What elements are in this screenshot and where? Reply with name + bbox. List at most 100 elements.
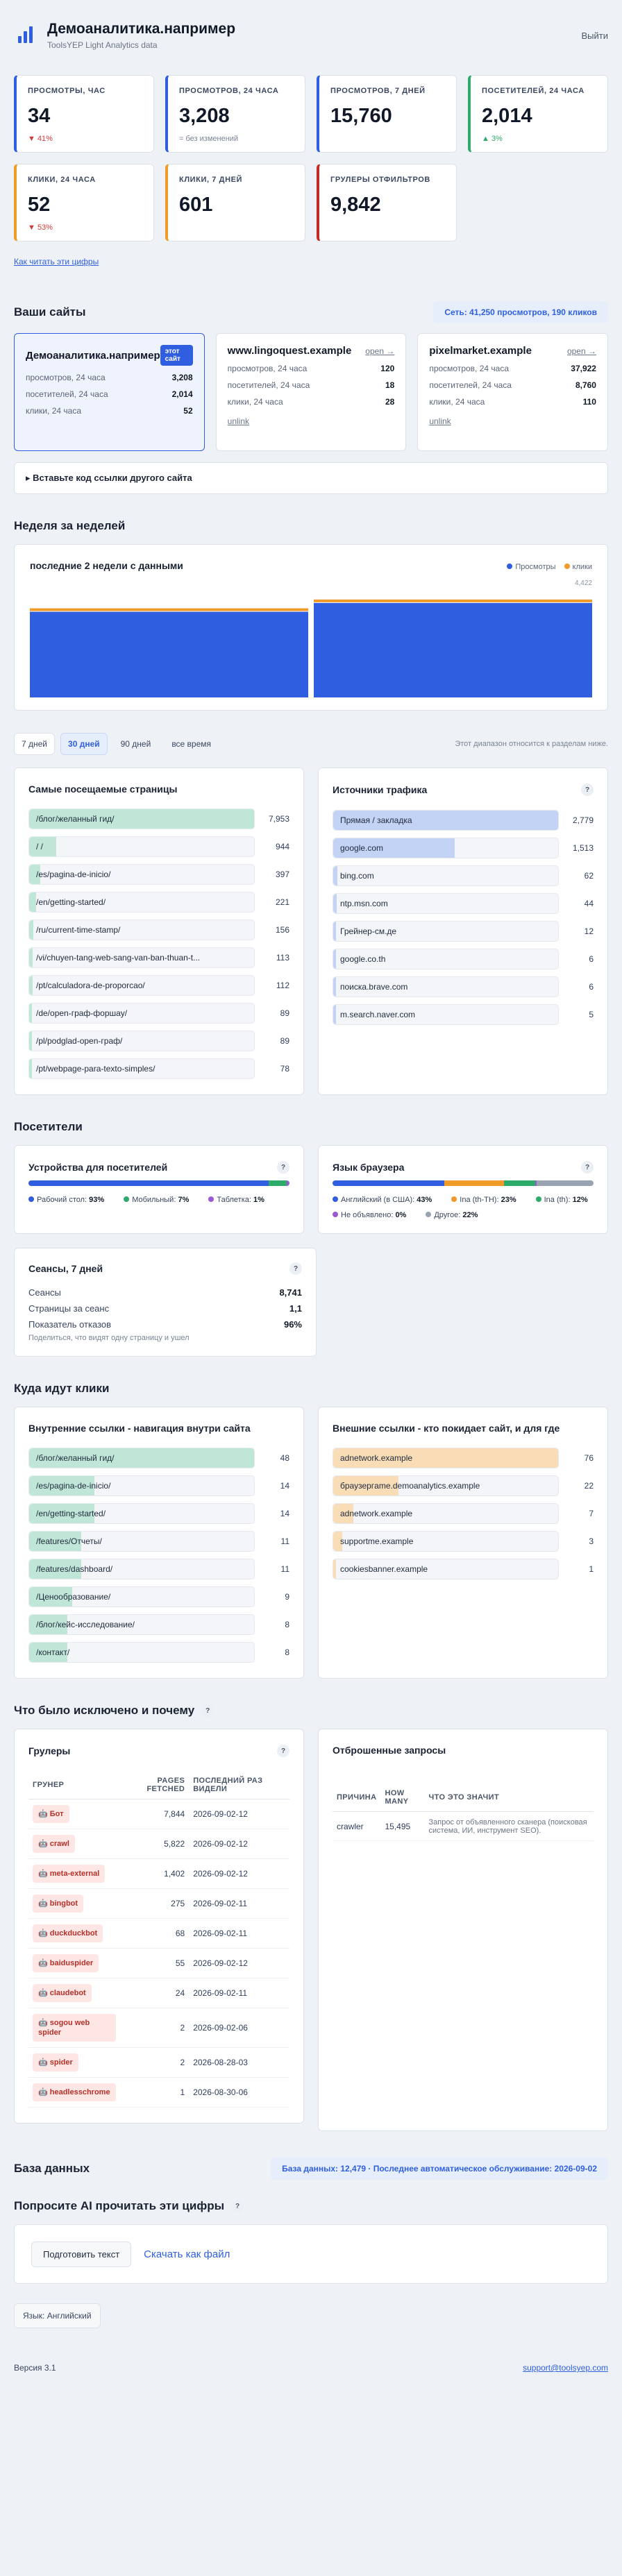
kpi-card: ПРОСМОТРОВ, 24 ЧАСА 3,208 = без изменений <box>165 75 305 153</box>
source-row[interactable]: m.search.naver.com 5 <box>333 1004 594 1025</box>
bot-badge: 🤖 claudebot <box>33 1984 92 2002</box>
page-row[interactable]: / / 944 <box>28 836 289 857</box>
bot-pages: 1 <box>120 2077 190 2108</box>
range-tab[interactable]: все время <box>171 739 212 749</box>
table-row: crawler 15,495 Запрос от объявленного скан… <box>333 1811 594 1841</box>
legend-dot <box>535 1196 541 1202</box>
external-link-row[interactable]: браузергame.demoanalytics.example 22 <box>333 1475 594 1496</box>
page-row[interactable]: /pl/podglad-open-граф/89 <box>28 1031 289 1051</box>
page-row[interactable]: /pt/calculadora-de-proporcao/112 <box>28 975 289 996</box>
external-link-value: 76 <box>584 1453 594 1463</box>
page-value: 7,953 <box>268 814 289 824</box>
bar-track: m.search.naver.com <box>333 1004 559 1025</box>
prepare-text-button[interactable]: Подготовить текст <box>31 2241 132 2267</box>
site-card[interactable]: pixelmarket.example open → просмотров, 24 … <box>417 333 608 451</box>
bot-badge: 🤖 headlesschrome <box>33 2083 116 2101</box>
source-row[interactable]: Прямая / закладка 2,779 <box>333 810 594 831</box>
help-icon[interactable]: ? <box>581 783 594 796</box>
page-row[interactable]: /ru/current-time-stamp/156 <box>28 920 289 940</box>
range-tab[interactable]: 7 дней <box>14 733 56 755</box>
logout-link[interactable]: Выйти <box>581 30 609 41</box>
legend-dot <box>451 1196 457 1202</box>
page-label: /de/open-граф-форшау/ <box>36 1008 128 1018</box>
internal-link-row[interactable]: /блог/желанный гид/48 <box>28 1448 289 1468</box>
external-link-value: 3 <box>589 1536 594 1546</box>
source-row[interactable]: bing.com 62 <box>333 865 594 886</box>
week-title: Неделя за неделей <box>14 519 126 532</box>
bar-fill <box>29 1476 94 1495</box>
external-link-label: cookiesbanner.example <box>340 1564 428 1574</box>
external-link-row[interactable]: adnetwork.example 7 <box>333 1503 594 1524</box>
page-row[interactable]: /en/getting-started/221 <box>28 892 289 913</box>
site-stat-value: 37,922 <box>571 364 596 373</box>
internal-link-row[interactable]: /features/dashboard/11 <box>28 1559 289 1579</box>
external-link-label: supportme.example <box>340 1536 414 1546</box>
brand-name: Демоаналитика.например <box>47 21 236 37</box>
external-link-label: adnetwork.example <box>340 1453 413 1463</box>
download-file-link[interactable]: Скачать как файл <box>144 2248 230 2260</box>
page-row[interactable]: /vi/chuyen-tang-web-sang-van-ban-thuan-t… <box>28 947 289 968</box>
help-icon[interactable]: ? <box>289 1262 302 1275</box>
external-link-row[interactable]: supportme.example 3 <box>333 1531 594 1552</box>
language-legend-item: Другое: 22% <box>426 1211 478 1219</box>
help-icon[interactable]: ? <box>231 2200 244 2212</box>
site-stat-row: клики, 24 часа 28 <box>228 397 395 407</box>
page-row[interactable]: /es/pagina-de-inicio/397 <box>28 864 289 885</box>
help-icon[interactable]: ? <box>201 1704 215 1717</box>
internal-link-row[interactable]: /блог/кейс-исследование/8 <box>28 1614 289 1635</box>
database-status: База данных: 12,479 · Последнее автомати… <box>271 2158 608 2180</box>
table-row: 🤖 spider 2 2026-08-28-03 <box>28 2047 289 2078</box>
source-row[interactable]: поиска.brave.com 6 <box>333 976 594 997</box>
internal-link-value: 14 <box>280 1509 289 1518</box>
open-site-link[interactable]: open → <box>365 346 395 356</box>
source-row[interactable]: Грейнер-см.де 12 <box>333 921 594 942</box>
source-value: 44 <box>584 899 594 908</box>
site-stat-label: просмотров, 24 часа <box>227 364 308 373</box>
language-select[interactable]: Язык: Английский <box>14 2303 101 2328</box>
internal-link-row[interactable]: /контакт/8 <box>28 1642 289 1663</box>
internal-link-value: 8 <box>285 1647 289 1657</box>
bar-fill <box>29 948 33 967</box>
help-icon[interactable]: ? <box>277 1161 289 1173</box>
bar-track: Грейнер-см.де <box>333 921 559 942</box>
range-tab[interactable]: 90 дней <box>120 739 151 749</box>
rejected-panel: Отброшенные запросы ПРИЧИНА HOW MANY ЧТО Э… <box>318 1729 608 2131</box>
page-row[interactable]: /pt/webpage-para-texto-simples/78 <box>28 1058 289 1079</box>
language-legend-pct: 23% <box>501 1196 516 1204</box>
external-link-label: adnetwork.example <box>340 1509 413 1518</box>
site-card[interactable]: Демоаналитика.например этот сайт просмотро… <box>14 333 205 451</box>
internal-link-row[interactable]: /features/Отчеты/11 <box>28 1531 289 1552</box>
site-stat-value: 3,208 <box>171 373 193 382</box>
embed-code-toggle[interactable]: ▸ Вставьте код ссылки другого сайта <box>14 462 608 494</box>
page-row[interactable]: /de/open-граф-форшау/89 <box>28 1003 289 1024</box>
internal-link-row[interactable]: /Ценообразование/9 <box>28 1586 289 1607</box>
help-icon[interactable]: ? <box>581 1161 594 1173</box>
how-to-read-link[interactable]: Как читать эти цифры <box>14 257 99 266</box>
sessions-panel: Сеансы, 7 дней ? Сеансы 8,741 Страницы за … <box>14 1248 317 1357</box>
site-stat-label: клики, 24 часа <box>26 406 81 416</box>
external-link-row[interactable]: cookiesbanner.example 1 <box>333 1559 594 1579</box>
external-link-row[interactable]: adnetwork.example 76 <box>333 1448 594 1468</box>
unlink-link[interactable]: unlink <box>227 416 250 426</box>
internal-link-row[interactable]: /en/getting-started/14 <box>28 1503 289 1524</box>
kpi-value: 601 <box>179 194 213 216</box>
support-email-link[interactable]: support@toolsyep.com <box>523 2363 608 2373</box>
internal-link-row[interactable]: /es/pagina-de-inicio/14 <box>28 1475 289 1496</box>
page-label: /es/pagina-de-inicio/ <box>36 870 111 879</box>
rejected-header: ПРИЧИНА <box>333 1783 381 1812</box>
week-chart <box>30 599 592 697</box>
page-row[interactable]: /блог/желанный гид/7,953 <box>28 808 289 829</box>
unlink-link[interactable]: unlink <box>429 416 451 426</box>
range-note: Этот диапазон относится к разделам ниже. <box>455 740 608 748</box>
help-icon[interactable]: ? <box>277 1745 289 1757</box>
range-tab[interactable]: 30 дней <box>60 733 108 755</box>
source-row[interactable]: ntp.msn.com 44 <box>333 893 594 914</box>
open-site-link[interactable]: open → <box>566 346 596 356</box>
internal-link-label: /features/dashboard/ <box>36 1564 113 1574</box>
site-card[interactable]: www.lingoquest.example open → просмотров, … <box>215 333 407 451</box>
legend-dot <box>333 1212 338 1217</box>
source-row[interactable]: google.com 1,513 <box>333 838 594 858</box>
kpi-grid: ПРОСМОТРЫ, ЧАС 34 ▼ 41% ПРОСМОТРОВ, 24 ЧАСА… <box>14 75 608 242</box>
legend-dot <box>208 1196 215 1202</box>
source-row[interactable]: google.co.th 6 <box>333 949 594 969</box>
